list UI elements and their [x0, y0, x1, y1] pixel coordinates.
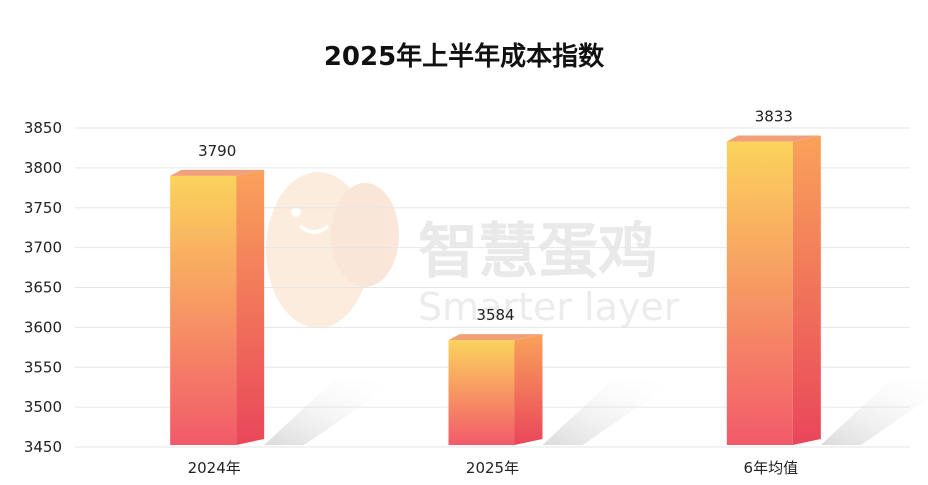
y-tick-label: 3500: [24, 398, 62, 416]
bar-top: [726, 135, 821, 142]
y-axis-ticks: 3450 3500 3550 3600 3650 3700 3750 3800 3850: [24, 119, 62, 456]
y-tick-label: 3450: [24, 438, 62, 456]
bar-side: [792, 135, 821, 445]
watermark-cn-text: 智慧蛋鸡: [418, 217, 658, 287]
x-category-label: 2024年: [188, 459, 241, 477]
bar-side: [514, 334, 543, 445]
bar-top: [448, 334, 543, 341]
bar-3: 3833: [726, 108, 928, 445]
bar-front: [170, 175, 237, 445]
bar-top: [170, 169, 265, 176]
y-tick-label: 3600: [24, 318, 62, 336]
bars: 3790 3584 3833: [170, 108, 928, 445]
y-tick-label: 3550: [24, 358, 62, 376]
chart-title: 2025年上半年成本指数: [323, 42, 605, 72]
y-tick-label: 3850: [24, 119, 62, 137]
watermark: 智慧蛋鸡 Smarter layer: [266, 172, 680, 329]
bar-front: [448, 340, 515, 445]
bar-side: [236, 169, 265, 445]
bar-value-label: 3790: [198, 142, 236, 160]
x-category-label: 6年均值: [744, 459, 799, 477]
bar-value-label: 3584: [476, 306, 514, 324]
bar-1: 3790: [170, 142, 400, 445]
y-tick-label: 3750: [24, 199, 62, 217]
bar-shadow: [820, 380, 928, 445]
bar-shadow: [264, 380, 400, 445]
watermark-en-text: Smarter layer: [418, 285, 680, 329]
bar-value-label: 3833: [755, 108, 793, 126]
bar-shadow: [542, 380, 678, 445]
y-tick-label: 3700: [24, 239, 62, 257]
watermark-egg-icon: [266, 172, 399, 328]
bar-2: 3584: [448, 306, 678, 445]
x-category-label: 2025年: [466, 459, 519, 477]
y-tick-label: 3800: [24, 159, 62, 177]
y-tick-label: 3650: [24, 279, 62, 297]
bar-front: [726, 141, 793, 445]
x-axis-labels: 2024年 2025年 6年均值: [188, 459, 799, 477]
